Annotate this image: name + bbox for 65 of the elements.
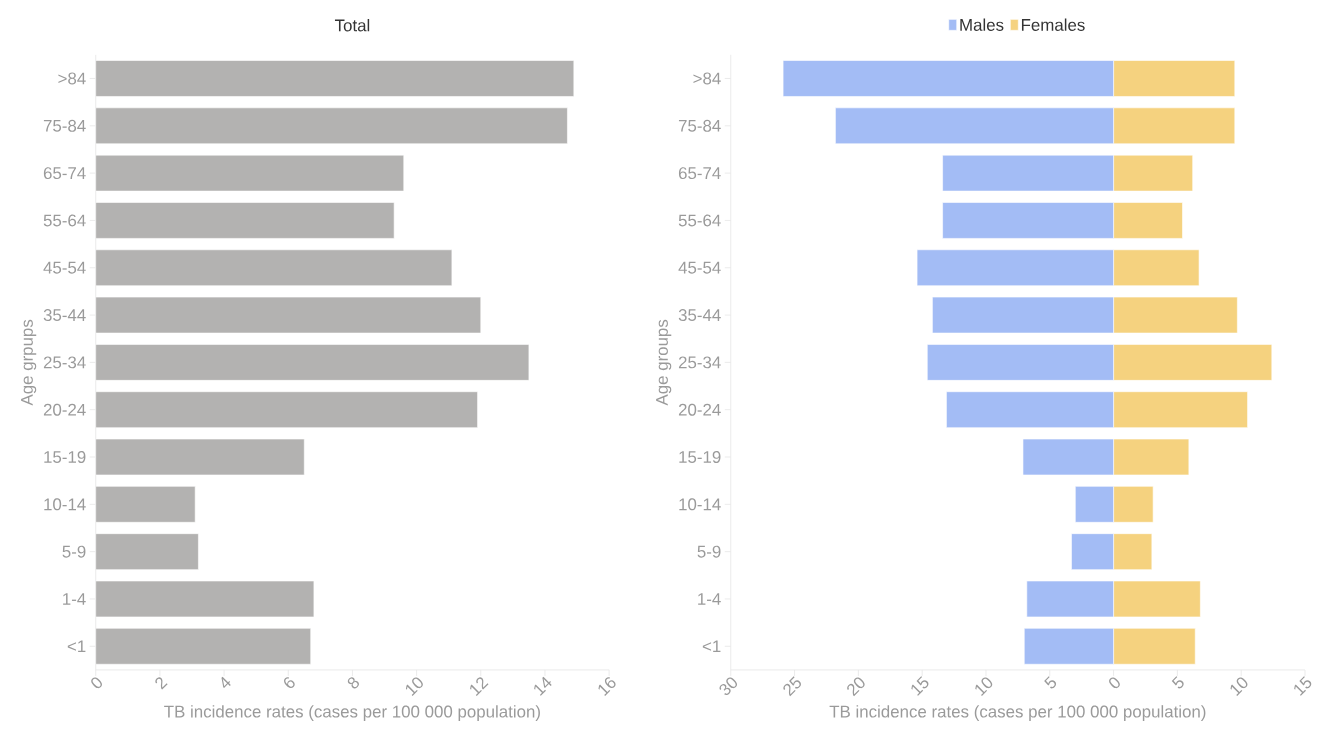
bar <box>95 391 478 429</box>
y-tick-label: 5-9 <box>62 545 86 558</box>
x-tick-label: 10 <box>405 677 423 697</box>
x-tick-label: 25 <box>783 676 801 697</box>
y-tick-label: 45-54 <box>678 262 721 274</box>
x-tick-label: 0 <box>91 677 102 689</box>
x-tick-label: 14 <box>534 676 552 696</box>
y-tick-label: 1-4 <box>698 593 721 605</box>
bar <box>95 438 305 476</box>
x-tick-label: 12 <box>470 677 489 697</box>
y-tick-label: 20-24 <box>43 403 86 416</box>
x-tick-label: 0 <box>1109 677 1120 689</box>
legend-label: Females <box>1021 18 1085 32</box>
y-tick-label: 25-34 <box>678 356 721 369</box>
x-tick-label: 30 <box>719 677 738 696</box>
legend-label: Males <box>960 18 1004 32</box>
y-tick-label: >84 <box>693 72 721 85</box>
bar <box>95 344 530 381</box>
bar <box>95 486 196 523</box>
y-tick-label: 5-9 <box>697 545 721 558</box>
x-tick-label: 5 <box>1171 676 1184 689</box>
y-axis-title: Age groups <box>656 319 672 406</box>
x-axis-title: TB incidence rates (cases per 100 000 population) <box>164 705 540 722</box>
bar <box>95 107 568 145</box>
y-tick-label: >84 <box>58 72 86 85</box>
y-tick-label: 1-4 <box>63 593 86 605</box>
x-tick-label: 15 <box>1294 676 1312 696</box>
y-tick-label: 15-19 <box>44 451 86 464</box>
bar <box>95 154 405 192</box>
y-axis-title: Age grpups <box>21 319 37 406</box>
bar <box>95 202 395 239</box>
x-tick-label: 10 <box>1230 677 1248 697</box>
x-tick-label: 4 <box>221 676 231 689</box>
y-tick-label: 20-24 <box>678 403 721 416</box>
x-tick-label: 8 <box>347 677 360 689</box>
y-tick-label: 10-14 <box>679 498 721 511</box>
y-tick-label: 55-64 <box>678 214 721 227</box>
x-tick-label: 10 <box>975 677 993 697</box>
bar <box>95 60 575 97</box>
y-tick-label: 75-84 <box>43 119 86 132</box>
x-tick-label: 2 <box>155 677 168 690</box>
bar <box>95 533 199 571</box>
y-tick-label: 25-34 <box>43 356 86 369</box>
y-tick-label: 10-14 <box>44 498 86 511</box>
y-tick-label: 15-19 <box>679 451 721 464</box>
x-tick-label: 6 <box>284 677 295 689</box>
chart-title: Total <box>334 19 370 32</box>
y-tick-label: <1 <box>702 640 721 653</box>
x-axis-title: TB incidence rates (cases per 100 000 population) <box>829 705 1206 722</box>
x-tick-label: 20 <box>847 677 865 697</box>
bar <box>95 580 315 618</box>
y-tick-label: 45-54 <box>43 262 86 274</box>
y-tick-label: 65-74 <box>43 167 86 180</box>
y-tick-label: <1 <box>67 640 86 653</box>
bar <box>95 628 312 665</box>
y-tick-label: 55-64 <box>43 214 86 227</box>
x-tick-label: 16 <box>598 677 616 697</box>
x-tick-label: 15 <box>911 676 929 696</box>
x-tick-label: 5 <box>1044 676 1057 689</box>
bar <box>95 296 482 334</box>
y-tick-label: 35-44 <box>43 309 86 322</box>
bar <box>95 249 453 287</box>
y-tick-label: 65-74 <box>678 167 721 180</box>
y-tick-label: 35-44 <box>678 309 721 322</box>
y-tick-label: 75-84 <box>678 119 721 132</box>
